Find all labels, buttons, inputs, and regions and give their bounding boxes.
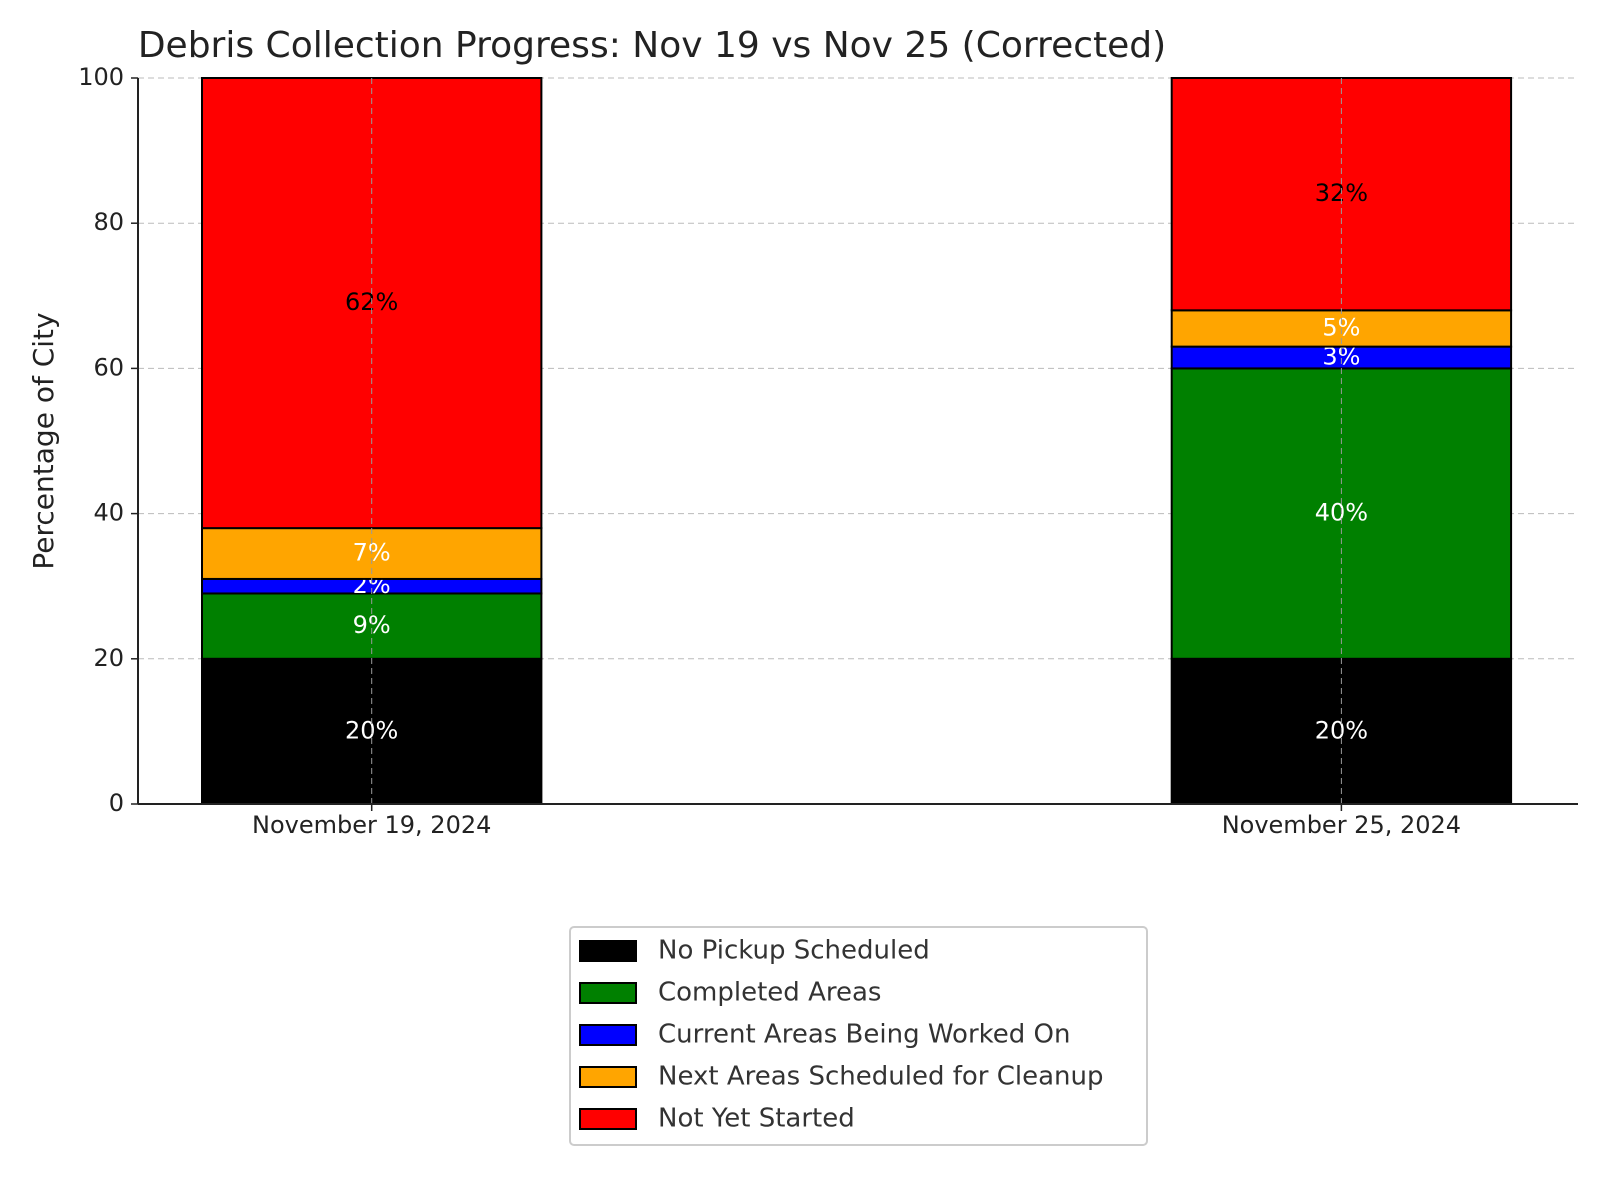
value-label: 9% [353, 611, 391, 639]
legend-box [569, 926, 1148, 1146]
bar-segment [201, 592, 543, 660]
legend-swatch [579, 1066, 637, 1088]
legend-swatch [579, 1024, 637, 1046]
x-tick-label: November 25, 2024 [1222, 811, 1461, 839]
chart-title: Debris Collection Progress: Nov 19 vs No… [138, 25, 1166, 66]
y-tick-label: 60 [93, 353, 124, 381]
legend-label: Next Areas Scheduled for Cleanup [658, 1062, 1104, 1092]
legend-swatch [579, 1108, 637, 1130]
legend-swatch [579, 982, 637, 1004]
legend-label: Completed Areas [658, 978, 881, 1008]
x-tick-label: November 19, 2024 [252, 811, 491, 839]
y-tick-label: 0 [109, 789, 124, 817]
legend-label: Current Areas Being Worked On [658, 1020, 1070, 1050]
y-tick-label: 40 [93, 499, 124, 527]
value-label: 5% [1322, 313, 1360, 341]
legend-label: No Pickup Scheduled [658, 936, 930, 966]
y-axis-label: Percentage of City [27, 312, 60, 569]
legend-label: Not Yet Started [658, 1104, 855, 1134]
y-tick-label: 80 [93, 208, 124, 236]
legend-swatch [579, 940, 637, 962]
y-tick-label: 20 [93, 644, 124, 672]
y-tick-label: 100 [78, 63, 124, 91]
